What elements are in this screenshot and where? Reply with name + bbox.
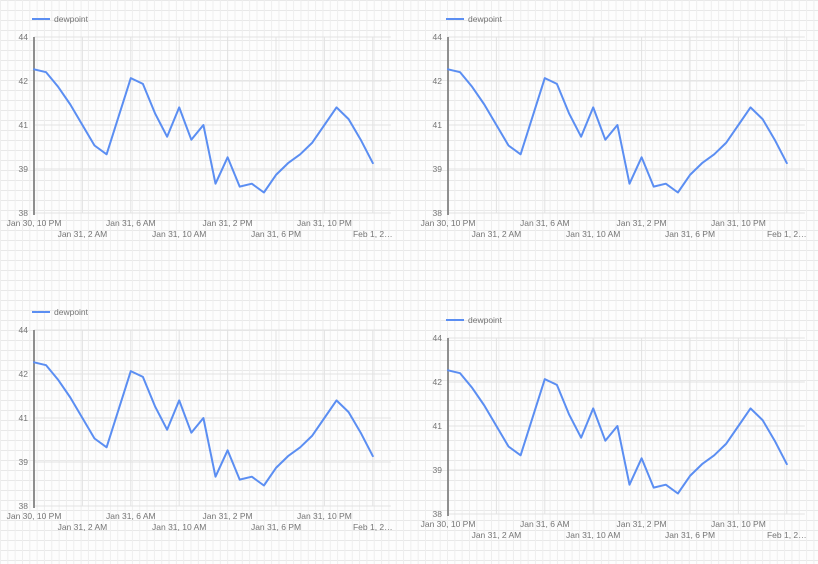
y-axis-label: 42 — [433, 76, 443, 86]
legend-label: dewpoint — [54, 14, 89, 24]
x-axis-label: Jan 31, 2 PM — [203, 218, 253, 228]
y-axis-label: 39 — [433, 164, 443, 174]
x-axis-label: Jan 31, 2 AM — [472, 229, 522, 239]
y-axis-label: 42 — [433, 377, 443, 387]
y-axis-label: 42 — [19, 369, 29, 379]
y-axis-label: 42 — [19, 76, 29, 86]
x-axis-label: Jan 30, 10 PM — [421, 519, 476, 529]
x-axis-label: Feb 1, 2… — [767, 229, 807, 239]
x-axis-label: Feb 1, 2… — [353, 522, 393, 532]
x-axis-label: Jan 31, 10 AM — [152, 522, 206, 532]
x-axis-label: Jan 31, 6 PM — [665, 229, 715, 239]
y-axis-label: 38 — [19, 501, 29, 511]
dewpoint-series-line[interactable] — [33, 68, 374, 194]
x-axis-label: Jan 31, 2 AM — [58, 229, 108, 239]
dewpoint-series-line[interactable] — [447, 369, 788, 495]
y-axis-label: 38 — [433, 509, 443, 519]
y-axis-label: 39 — [433, 465, 443, 475]
x-axis-label: Jan 31, 6 PM — [665, 530, 715, 540]
x-axis-label: Jan 31, 2 AM — [58, 522, 108, 532]
y-axis-label: 44 — [433, 333, 443, 343]
x-axis-label: Jan 31, 10 AM — [566, 229, 620, 239]
x-axis-label: Jan 31, 2 PM — [617, 218, 667, 228]
x-axis-label: Jan 31, 10 PM — [711, 218, 766, 228]
x-axis-label: Jan 31, 10 PM — [297, 218, 352, 228]
x-axis-label: Jan 31, 10 AM — [152, 229, 206, 239]
x-axis-label: Jan 31, 2 PM — [617, 519, 667, 529]
legend-label: dewpoint — [468, 315, 503, 325]
x-axis-label: Feb 1, 2… — [767, 530, 807, 540]
x-axis-label: Jan 31, 6 PM — [251, 229, 301, 239]
x-axis-label: Jan 30, 10 PM — [421, 218, 476, 228]
x-axis-label: Jan 31, 6 PM — [251, 522, 301, 532]
dewpoint-series-line[interactable] — [33, 361, 374, 487]
y-axis-label: 44 — [19, 325, 29, 335]
legend-label: dewpoint — [54, 307, 89, 317]
dewpoint-series-line[interactable] — [447, 68, 788, 194]
y-axis-label: 39 — [19, 457, 29, 467]
x-axis-label: Feb 1, 2… — [353, 229, 393, 239]
x-axis-label: Jan 31, 10 PM — [711, 519, 766, 529]
x-axis-label: Jan 31, 6 AM — [520, 218, 570, 228]
x-axis-label: Jan 31, 2 PM — [203, 511, 253, 521]
y-axis-label: 38 — [19, 208, 29, 218]
y-axis-label: 39 — [19, 164, 29, 174]
y-axis-label: 41 — [433, 421, 443, 431]
legend-label: dewpoint — [468, 14, 503, 24]
y-axis-label: 44 — [19, 32, 29, 42]
y-axis-label: 41 — [19, 120, 29, 130]
x-axis-label: Jan 31, 10 AM — [566, 530, 620, 540]
x-axis-label: Jan 31, 10 PM — [297, 511, 352, 521]
x-axis-label: Jan 30, 10 PM — [7, 218, 62, 228]
y-axis-label: 44 — [433, 32, 443, 42]
x-axis-label: Jan 31, 6 AM — [106, 218, 156, 228]
x-axis-label: Jan 31, 6 AM — [106, 511, 156, 521]
y-axis-label: 41 — [433, 120, 443, 130]
y-axis-label: 38 — [433, 208, 443, 218]
x-axis-label: Jan 30, 10 PM — [7, 511, 62, 521]
y-axis-label: 41 — [19, 413, 29, 423]
x-axis-label: Jan 31, 2 AM — [472, 530, 522, 540]
x-axis-label: Jan 31, 6 AM — [520, 519, 570, 529]
